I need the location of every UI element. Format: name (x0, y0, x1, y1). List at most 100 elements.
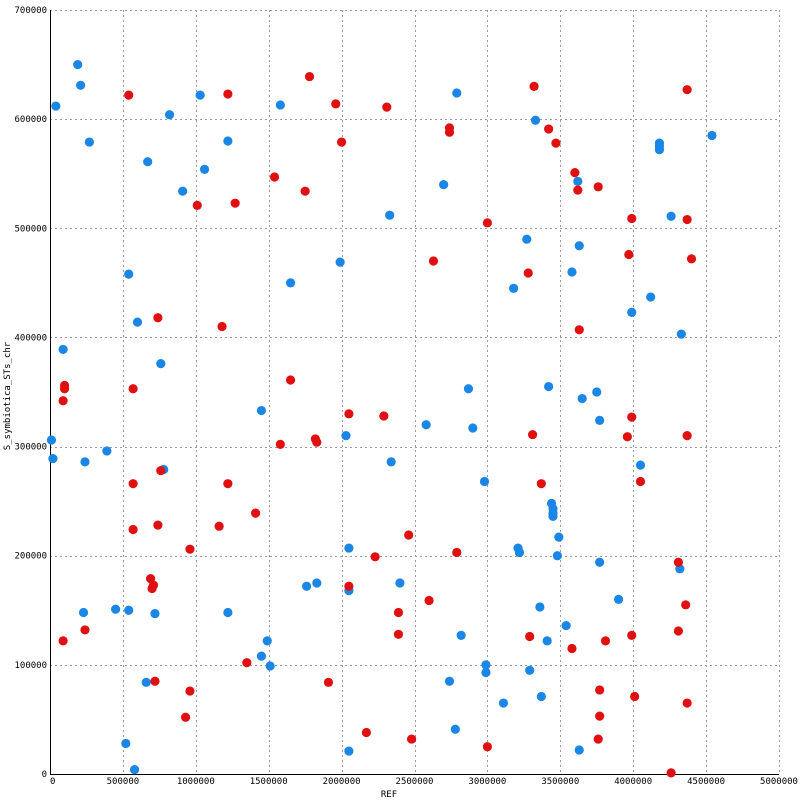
data-point (180, 712, 191, 722)
data-point (468, 423, 478, 433)
data-point (102, 446, 112, 456)
x-axis-label: REF (381, 790, 397, 800)
data-point (230, 198, 240, 208)
x-tick-label: 1000000 (177, 777, 215, 787)
data-point (164, 110, 175, 120)
data-point (682, 431, 692, 441)
data-point (406, 734, 417, 744)
data-point (128, 384, 138, 394)
data-point (58, 396, 68, 406)
data-point (525, 631, 535, 642)
data-point (682, 214, 692, 225)
data-point (256, 651, 267, 661)
data-point (573, 176, 583, 186)
data-point (331, 99, 341, 109)
x-tick-label: 4000000 (614, 777, 652, 787)
data-point (153, 520, 163, 530)
data-point (627, 213, 637, 224)
data-point (128, 479, 138, 489)
data-point (666, 768, 676, 778)
data-point (593, 182, 603, 192)
data-point (46, 435, 57, 445)
data-point (223, 136, 233, 146)
data-points (46, 59, 717, 778)
data-point (379, 411, 389, 421)
data-point (143, 157, 153, 167)
data-point (58, 344, 68, 355)
data-point (150, 676, 160, 686)
data-point (302, 581, 312, 591)
data-point (148, 580, 159, 590)
data-point (178, 186, 188, 196)
data-point (312, 437, 322, 447)
x-tick-label: 2500000 (396, 777, 434, 787)
data-point (595, 711, 605, 721)
data-point (544, 124, 554, 134)
axes (50, 10, 779, 775)
data-point (600, 636, 611, 646)
data-point (275, 439, 285, 449)
data-point (312, 578, 322, 588)
data-point (681, 600, 691, 610)
data-point (256, 405, 267, 416)
data-point (574, 745, 584, 755)
data-point (682, 85, 692, 95)
data-point (73, 59, 83, 70)
data-point (185, 544, 195, 554)
x-tick-label: 3000000 (468, 777, 506, 787)
x-tick-label: 2000000 (323, 777, 361, 787)
data-point (344, 543, 354, 553)
data-point (523, 268, 533, 278)
data-point (646, 292, 656, 302)
data-point (666, 211, 676, 221)
data-point (630, 691, 640, 702)
data-point (614, 594, 624, 604)
data-point (456, 630, 466, 640)
data-point (344, 409, 354, 419)
data-point (707, 130, 717, 141)
data-point (223, 89, 233, 99)
data-point (686, 254, 697, 264)
data-point (344, 581, 354, 591)
data-point (76, 80, 86, 90)
data-point (595, 685, 605, 695)
x-tick-label: 5000000 (760, 777, 798, 787)
data-point (265, 661, 275, 671)
data-point (185, 686, 195, 696)
data-point (592, 387, 602, 397)
data-point (323, 677, 334, 687)
data-point (223, 607, 233, 618)
y-tick-label: 0 (42, 770, 47, 780)
data-point (214, 521, 224, 531)
data-point (498, 698, 509, 708)
data-point (421, 420, 431, 430)
data-point (444, 676, 455, 686)
data-point (570, 168, 580, 178)
data-point (129, 765, 140, 775)
y-axis-label: S_symbiotica_STs_chr (3, 341, 13, 450)
data-point (567, 643, 577, 654)
data-point (673, 557, 683, 567)
data-point (654, 145, 665, 155)
data-point (386, 457, 396, 467)
y-tick-label: 300000 (14, 443, 47, 453)
data-point (509, 283, 519, 293)
data-point (574, 241, 584, 251)
data-point (551, 138, 561, 148)
data-point (132, 317, 143, 327)
data-point (199, 164, 210, 174)
data-point (195, 90, 205, 100)
data-point (250, 508, 261, 518)
data-point (542, 636, 552, 646)
data-point (554, 532, 564, 542)
data-point (370, 552, 380, 562)
data-point (58, 636, 68, 646)
data-point (479, 476, 490, 487)
data-point (439, 180, 449, 190)
data-point (482, 742, 492, 752)
data-point (622, 432, 632, 442)
data-point (530, 115, 541, 125)
data-point (595, 557, 605, 567)
tick-labels: 0 500000 1000000 1500000 2000000 2500000 30000… (14, 6, 797, 787)
data-point (527, 429, 538, 440)
